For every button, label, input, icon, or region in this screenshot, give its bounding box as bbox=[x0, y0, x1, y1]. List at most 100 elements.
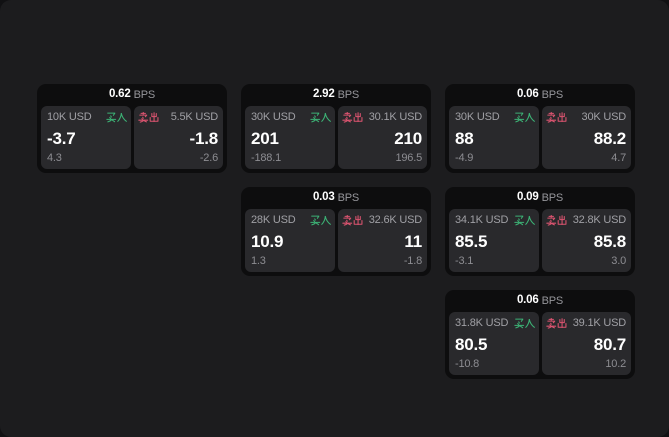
sell-size-label: 39.1K USD bbox=[572, 317, 626, 329]
spread-bps-unit: BPS bbox=[541, 88, 564, 101]
sell-size-label: 5.5K USD bbox=[170, 111, 219, 123]
buy-glyphs-icon bbox=[310, 112, 331, 123]
sell-badge: 卖出 bbox=[546, 318, 567, 329]
sell-size-label: 32.8K USD bbox=[572, 214, 626, 226]
spread-bps-unit: BPS bbox=[337, 88, 360, 101]
sell-quote-panel[interactable]: 卖出 30K USD 88.2 4.7 bbox=[542, 106, 631, 169]
card-body: 30K USD 买入 201 -188.1 卖出 bbox=[245, 106, 427, 169]
buy-delta: -188.1 bbox=[251, 152, 281, 164]
buy-size-label: 28K USD bbox=[251, 214, 296, 226]
sell-badge: 卖出 bbox=[138, 112, 159, 123]
buy-badge: 买入 bbox=[514, 318, 535, 329]
sell-quote-panel[interactable]: 卖出 32.8K USD 85.8 3.0 bbox=[542, 209, 631, 272]
quote-card: 2.92 BPS 30K USD 买入 201 -188.1 bbox=[241, 84, 431, 173]
sell-badge: 卖出 bbox=[342, 112, 363, 123]
buy-price: 201 bbox=[251, 128, 279, 148]
buy-delta: 4.3 bbox=[47, 152, 62, 164]
sell-price: -1.8 bbox=[189, 128, 219, 148]
sell-price: 88.2 bbox=[593, 128, 626, 148]
buy-glyphs-icon bbox=[514, 215, 535, 226]
spread-bps-unit: BPS bbox=[133, 88, 156, 101]
buy-size-label: 30K USD bbox=[455, 111, 500, 123]
sell-panel-top: 卖出 30.1K USD bbox=[342, 112, 422, 123]
card-header: 0.06 BPS bbox=[449, 84, 631, 106]
buy-quote-panel[interactable]: 31.8K USD 买入 80.5 -10.8 bbox=[449, 312, 539, 375]
spread-bps-value: 0.62 bbox=[108, 88, 131, 101]
sell-glyphs-icon bbox=[546, 318, 567, 329]
spread-bps-value: 0.09 bbox=[516, 191, 539, 204]
spread-bps-unit: BPS bbox=[337, 191, 360, 204]
buy-glyphs-icon bbox=[514, 318, 535, 329]
quote-card: 0.09 BPS 34.1K USD 买入 85.5 -3.1 bbox=[445, 187, 635, 276]
buy-quote-panel[interactable]: 30K USD 买入 201 -188.1 bbox=[245, 106, 335, 169]
sell-panel-top: 卖出 32.6K USD bbox=[342, 215, 422, 226]
sell-delta: -1.8 bbox=[403, 255, 422, 267]
sell-glyphs-icon bbox=[342, 112, 363, 123]
sell-price: 85.8 bbox=[593, 231, 626, 251]
sell-price: 210 bbox=[394, 128, 422, 148]
spread-bps-value: 0.06 bbox=[516, 294, 539, 307]
buy-delta: 1.3 bbox=[251, 255, 266, 267]
sell-quote-panel[interactable]: 卖出 39.1K USD 80.7 10.2 bbox=[542, 312, 631, 375]
buy-price: 80.5 bbox=[455, 334, 488, 354]
card-header: 0.06 BPS bbox=[449, 290, 631, 312]
card-body: 30K USD 买入 88 -4.9 卖出 bbox=[449, 106, 631, 169]
sell-quote-panel[interactable]: 卖出 30.1K USD 210 196.5 bbox=[338, 106, 427, 169]
card-body: 31.8K USD 买入 80.5 -10.8 卖出 bbox=[449, 312, 631, 375]
card-header: 0.03 BPS bbox=[245, 187, 427, 209]
spread-bps-value: 0.03 bbox=[312, 191, 335, 204]
sell-price: 80.7 bbox=[593, 334, 626, 354]
buy-badge: 买入 bbox=[514, 215, 535, 226]
buy-glyphs-icon bbox=[106, 112, 127, 123]
buy-delta: -4.9 bbox=[455, 152, 474, 164]
card-body: 28K USD 买入 10.9 1.3 卖出 bbox=[245, 209, 427, 272]
spread-bps-value: 0.06 bbox=[516, 88, 539, 101]
buy-badge: 买入 bbox=[514, 112, 535, 123]
buy-glyphs-icon bbox=[514, 112, 535, 123]
sell-delta: 4.7 bbox=[611, 152, 626, 164]
sell-size-label: 30K USD bbox=[581, 111, 627, 123]
sell-panel-top: 卖出 32.8K USD bbox=[546, 215, 626, 226]
buy-quote-panel[interactable]: 10K USD 买入 -3.7 4.3 bbox=[41, 106, 131, 169]
sell-quote-panel[interactable]: 卖出 5.5K USD -1.8 -2.6 bbox=[134, 106, 223, 169]
buy-panel-top: 28K USD 买入 bbox=[251, 215, 331, 226]
buy-size-label: 10K USD bbox=[47, 111, 92, 123]
buy-price: -3.7 bbox=[47, 128, 76, 148]
spread-bps-unit: BPS bbox=[541, 294, 564, 307]
card-header: 2.92 BPS bbox=[245, 84, 427, 106]
buy-price: 10.9 bbox=[251, 231, 284, 251]
card-header: 0.62 BPS bbox=[41, 84, 223, 106]
card-body: 10K USD 买入 -3.7 4.3 卖出 bbox=[41, 106, 223, 169]
quote-card: 0.03 BPS 28K USD 买入 10.9 1.3 bbox=[241, 187, 431, 276]
sell-size-label: 32.6K USD bbox=[368, 214, 422, 226]
buy-panel-top: 10K USD 买入 bbox=[47, 112, 127, 123]
quote-card: 0.62 BPS 10K USD 买入 -3.7 4.3 bbox=[37, 84, 227, 173]
spread-bps-unit: BPS bbox=[541, 191, 564, 204]
sell-panel-top: 卖出 5.5K USD bbox=[138, 112, 218, 123]
buy-panel-top: 30K USD 买入 bbox=[251, 112, 331, 123]
card-body: 34.1K USD 买入 85.5 -3.1 卖出 bbox=[449, 209, 631, 272]
spread-bps-value: 2.92 bbox=[312, 88, 335, 101]
buy-badge: 买入 bbox=[106, 112, 127, 123]
sell-delta: 196.5 bbox=[395, 152, 422, 164]
buy-quote-panel[interactable]: 28K USD 买入 10.9 1.3 bbox=[245, 209, 335, 272]
buy-size-label: 34.1K USD bbox=[455, 214, 509, 226]
sell-glyphs-icon bbox=[546, 215, 567, 226]
sell-glyphs-icon bbox=[546, 112, 567, 123]
buy-quote-panel[interactable]: 34.1K USD 买入 85.5 -3.1 bbox=[449, 209, 539, 272]
sell-badge: 卖出 bbox=[546, 215, 567, 226]
sell-size-label: 30.1K USD bbox=[368, 111, 422, 123]
card-header: 0.09 BPS bbox=[449, 187, 631, 209]
sell-glyphs-icon bbox=[138, 112, 159, 123]
quote-card: 0.06 BPS 31.8K USD 买入 80.5 -10.8 bbox=[445, 290, 635, 379]
sell-price: 11 bbox=[404, 231, 422, 251]
buy-size-label: 31.8K USD bbox=[455, 317, 509, 329]
buy-price: 88 bbox=[455, 128, 474, 148]
buy-quote-panel[interactable]: 30K USD 买入 88 -4.9 bbox=[449, 106, 539, 169]
sell-delta: 3.0 bbox=[611, 255, 626, 267]
buy-glyphs-icon bbox=[310, 215, 331, 226]
buy-panel-top: 34.1K USD 买入 bbox=[455, 215, 535, 226]
sell-quote-panel[interactable]: 卖出 32.6K USD 11 -1.8 bbox=[338, 209, 427, 272]
buy-badge: 买入 bbox=[310, 112, 331, 123]
